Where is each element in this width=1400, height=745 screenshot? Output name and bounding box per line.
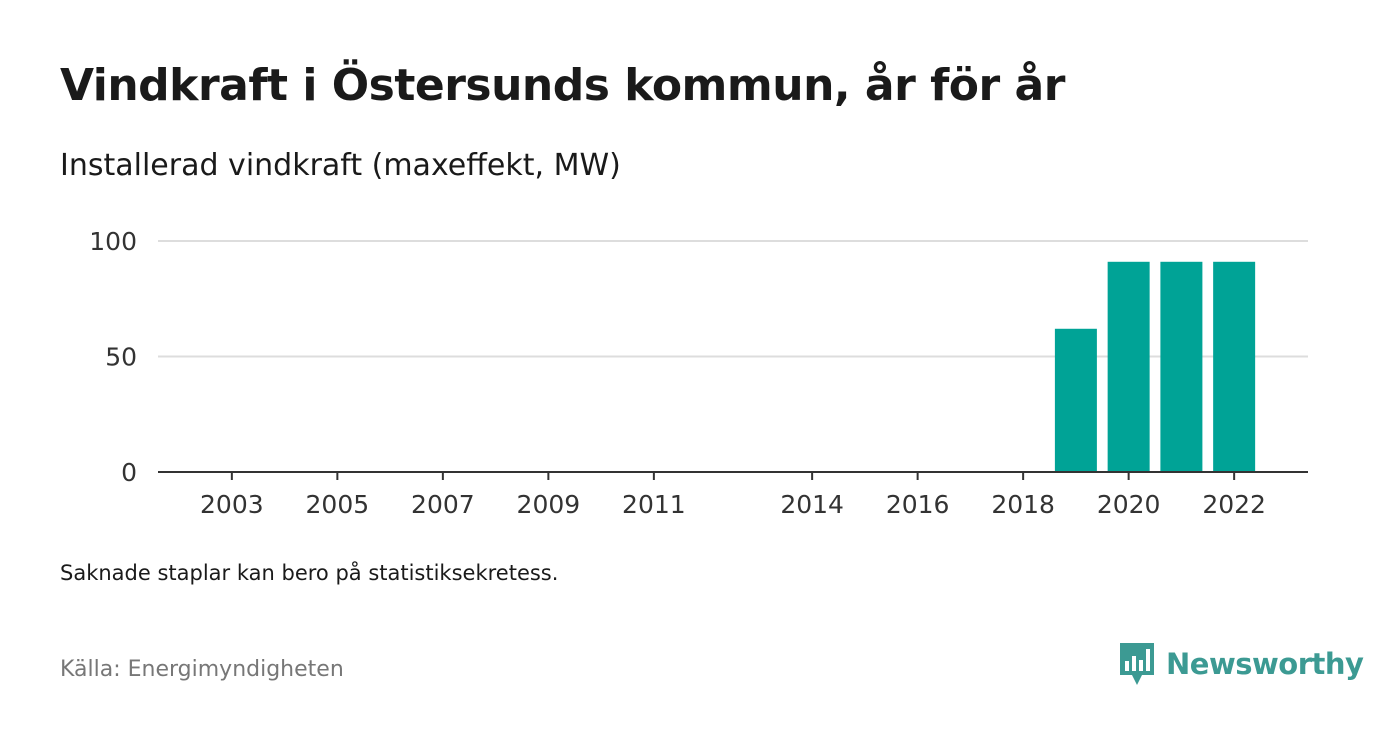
x-tick-label: 2016 <box>886 490 950 519</box>
x-tick-label: 2009 <box>517 490 581 519</box>
bar-2022 <box>1213 261 1256 472</box>
footnote: Saknade staplar kan bero på statistiksek… <box>60 561 559 585</box>
bar-2020 <box>1107 261 1150 472</box>
y-tick-label: 100 <box>89 227 137 256</box>
newsworthy-logo: Newsworthy <box>1118 640 1364 688</box>
y-axis-labels: 0 50 100 <box>89 227 137 487</box>
y-tick-label: 50 <box>105 343 137 372</box>
bars <box>1054 261 1256 472</box>
x-tick-label: 2005 <box>306 490 370 519</box>
x-tick-label: 2018 <box>991 490 1055 519</box>
bar-2019 <box>1054 328 1097 472</box>
source-text: Källa: Energimyndigheten <box>60 657 344 682</box>
chart-title: Vindkraft i Östersunds kommun, år för år <box>60 60 1065 111</box>
x-tick-label: 2020 <box>1097 490 1161 519</box>
x-tick-label: 2003 <box>200 490 264 519</box>
x-axis: 2003 2005 2007 2009 2011 2014 2016 2018 2020 2022 <box>158 471 1308 519</box>
bar-chart-icon <box>1120 643 1154 685</box>
x-tick-label: 2011 <box>622 490 686 519</box>
x-tick-label: 2014 <box>780 490 844 519</box>
logo-text: Newsworthy <box>1166 647 1364 681</box>
chart-subtitle: Installerad vindkraft (maxeffekt, MW) <box>60 148 621 183</box>
x-tick-label: 2022 <box>1202 490 1266 519</box>
y-tick-label: 0 <box>121 458 137 487</box>
bar-2021 <box>1160 261 1203 472</box>
x-tick-label: 2007 <box>411 490 475 519</box>
